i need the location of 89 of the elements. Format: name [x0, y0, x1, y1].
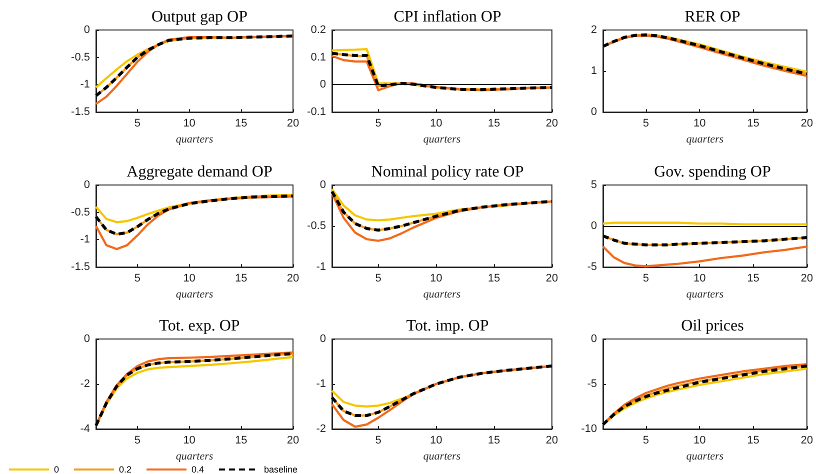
- chart-title: Oil prices: [681, 318, 744, 334]
- y-tick-label: -10: [581, 423, 597, 435]
- y-tick-label: -0.1: [307, 106, 326, 118]
- y-tick-label: 0: [320, 179, 326, 191]
- y-tick-label: -1: [316, 378, 326, 390]
- x-axis-title: quarters: [686, 134, 724, 146]
- x-axis-title: quarters: [176, 134, 214, 146]
- y-tick-label: -0.5: [71, 206, 90, 218]
- x-tick-label: 20: [546, 434, 558, 446]
- x-tick-label: 5: [134, 118, 141, 130]
- x-tick-label: 5: [134, 272, 141, 285]
- y-tick-label: -2: [80, 378, 90, 390]
- y-tick-label: 0: [320, 78, 326, 91]
- x-tick-label: 10: [430, 118, 442, 130]
- x-tick-label: 20: [800, 118, 814, 130]
- y-tick-label: 2: [590, 24, 597, 36]
- x-axis-title: quarters: [423, 134, 461, 146]
- chart-title: Output gap OP: [152, 8, 248, 26]
- x-tick-label: 15: [488, 272, 500, 285]
- x-tick-label: 20: [546, 272, 558, 285]
- y-tick-label: 0: [84, 24, 90, 36]
- y-tick-label: -1.5: [71, 261, 90, 274]
- x-tick-label: 10: [430, 434, 442, 446]
- x-tick-label: 10: [693, 272, 706, 285]
- y-tick-label: -1: [316, 261, 326, 274]
- x-tick-label: 20: [800, 272, 814, 285]
- x-axis-title: quarters: [176, 288, 214, 300]
- chart-title: RER OP: [684, 8, 740, 26]
- x-axis-title: quarters: [686, 450, 724, 462]
- x-tick-label: 20: [286, 434, 300, 446]
- y-tick-label: -1.5: [71, 106, 90, 118]
- y-tick-label: -1: [80, 234, 90, 246]
- y-tick-label: -5: [587, 378, 597, 390]
- x-tick-label: 10: [693, 118, 706, 130]
- y-tick-label: -1: [80, 78, 90, 91]
- y-tick-label: 0: [590, 220, 597, 232]
- y-tick-label: 0: [590, 106, 597, 118]
- x-tick-label: 20: [286, 272, 300, 285]
- x-tick-label: 15: [235, 434, 248, 446]
- x-tick-label: 20: [800, 434, 814, 446]
- y-tick-label: -5: [587, 261, 597, 274]
- legend-label: baseline: [264, 464, 298, 474]
- x-tick-label: 15: [235, 118, 248, 130]
- legend-label: 0.4: [192, 464, 204, 474]
- y-tick-label: 0: [84, 179, 90, 191]
- line-series: [330, 192, 553, 242]
- x-tick-label: 20: [546, 118, 558, 130]
- x-tick-label: 5: [642, 434, 649, 446]
- y-tick-label: -0.5: [307, 220, 326, 232]
- x-axis-title: quarters: [423, 450, 461, 462]
- x-axis-title: quarters: [176, 450, 214, 462]
- y-tick-label: 0.1: [310, 51, 326, 64]
- x-tick-label: 15: [747, 434, 760, 446]
- x-axis-title: quarters: [423, 288, 461, 300]
- x-tick-label: 20: [286, 118, 300, 130]
- chart-title: Aggregate demand OP: [126, 164, 272, 180]
- x-tick-label: 10: [183, 434, 196, 446]
- x-tick-label: 5: [642, 118, 649, 130]
- chart-title: Tot. imp. OP: [406, 318, 489, 334]
- legend-label: 0: [54, 464, 60, 474]
- y-tick-label: 1: [590, 65, 597, 78]
- chart-title: CPI inflation OP: [394, 8, 502, 26]
- y-tick-label: 0: [320, 333, 326, 345]
- x-tick-label: 5: [134, 434, 141, 446]
- y-tick-label: -4: [80, 423, 90, 435]
- x-tick-label: 15: [488, 118, 500, 130]
- chart-title: Nominal policy rate OP: [371, 164, 524, 180]
- x-tick-label: 15: [747, 118, 760, 130]
- chart-title: Tot. exp. OP: [159, 318, 240, 334]
- x-tick-label: 10: [430, 272, 442, 285]
- y-tick-label: -2: [316, 423, 326, 435]
- chart-title: Gov. spending OP: [654, 164, 771, 180]
- x-tick-label: 10: [183, 118, 196, 130]
- y-tick-label: 0.2: [310, 24, 326, 36]
- x-tick-label: 5: [642, 272, 649, 285]
- legend-label: 0.2: [119, 464, 132, 474]
- y-tick-label: -0.5: [71, 51, 90, 64]
- x-tick-label: 5: [375, 434, 382, 446]
- x-axis-title: quarters: [686, 288, 724, 300]
- x-tick-label: 15: [488, 434, 500, 446]
- y-tick-label: 5: [590, 179, 597, 191]
- x-tick-label: 15: [747, 272, 760, 285]
- x-tick-label: 5: [375, 272, 382, 285]
- y-tick-label: 0: [84, 333, 90, 345]
- x-tick-label: 5: [375, 118, 382, 130]
- x-tick-label: 10: [183, 272, 196, 285]
- x-tick-label: 10: [693, 434, 706, 446]
- y-tick-label: 0: [590, 333, 597, 345]
- x-tick-label: 15: [235, 272, 248, 285]
